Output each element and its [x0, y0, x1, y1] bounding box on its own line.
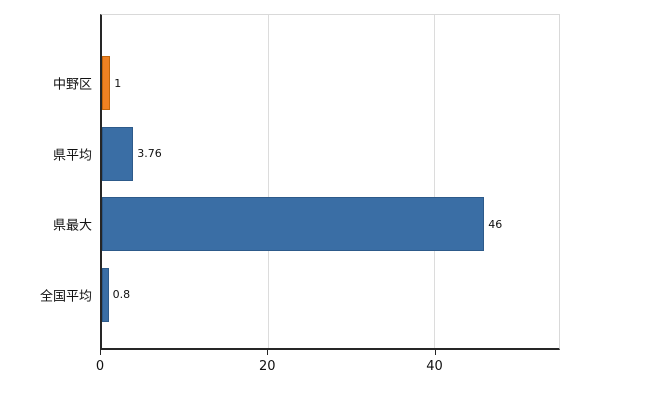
plot-area: 中野区 1 県平均 3.76 県最大 46 全国平均 0.8 — [40, 14, 560, 350]
x-tick-label: 20 — [258, 359, 276, 374]
gridline — [434, 15, 436, 348]
category-label: 全国平均 — [39, 289, 92, 305]
x-tick-label: 0 — [95, 359, 105, 374]
bar-row: 中野区 1 — [53, 56, 559, 110]
bar — [102, 56, 111, 110]
bar-row: 県最大 46 — [53, 197, 559, 252]
value-label: 3.76 — [137, 147, 162, 161]
bar-row: 全国平均 0.8 — [40, 267, 559, 322]
bar — [102, 197, 485, 252]
value-label: 46 — [488, 217, 503, 231]
value-label: 1 — [114, 76, 122, 90]
x-tick — [434, 350, 436, 355]
category-label: 県最大 — [52, 218, 92, 234]
bar — [102, 267, 109, 322]
category-label: 中野区 — [52, 77, 92, 93]
bar — [102, 126, 134, 181]
bars-container: 中野区 1 県平均 3.76 県最大 46 全国平均 0.8 — [40, 15, 559, 348]
bar-row: 県平均 3.76 — [53, 126, 559, 181]
x-axis: 0 20 40 — [96, 350, 560, 390]
x-tick-label: 40 — [426, 359, 443, 374]
value-label: 0.8 — [112, 288, 131, 302]
x-tick — [100, 350, 101, 355]
gridline — [268, 15, 270, 348]
category-label: 県平均 — [52, 148, 92, 164]
x-tick — [267, 350, 269, 355]
